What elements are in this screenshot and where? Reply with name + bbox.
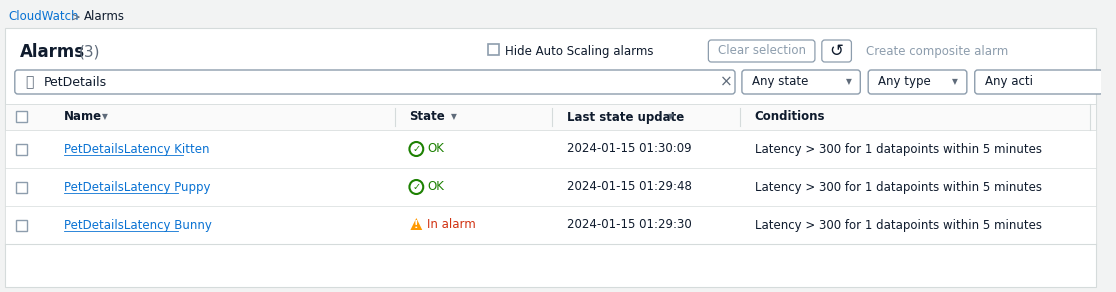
Text: CloudWatch: CloudWatch — [8, 11, 78, 23]
Text: PetDetailsLatency Bunny: PetDetailsLatency Bunny — [64, 218, 212, 232]
Text: !: ! — [414, 220, 418, 230]
Text: ▼: ▼ — [102, 112, 107, 121]
Text: ⌕: ⌕ — [26, 75, 33, 89]
Text: 2024-01-15 01:30:09: 2024-01-15 01:30:09 — [567, 142, 692, 156]
Text: 2024-01-15 01:29:30: 2024-01-15 01:29:30 — [567, 218, 692, 232]
Text: Hide Auto Scaling alarms: Hide Auto Scaling alarms — [506, 46, 654, 58]
Bar — [4, 206, 1096, 244]
Text: Latency > 300 for 1 datapoints within 5 minutes: Latency > 300 for 1 datapoints within 5 … — [754, 180, 1041, 194]
Text: Any type: Any type — [878, 76, 931, 88]
Text: Any state: Any state — [752, 76, 808, 88]
Text: ✓: ✓ — [412, 144, 421, 154]
Text: Alarms: Alarms — [84, 11, 125, 23]
Text: 2024-01-15 01:29:48: 2024-01-15 01:29:48 — [567, 180, 692, 194]
Bar — [16, 182, 27, 192]
Bar — [16, 111, 27, 122]
Bar — [4, 168, 1096, 206]
Text: Any acti: Any acti — [984, 76, 1032, 88]
Polygon shape — [411, 218, 422, 230]
FancyBboxPatch shape — [974, 70, 1103, 94]
Text: OK: OK — [427, 142, 444, 156]
Text: ✓: ✓ — [412, 182, 421, 192]
Text: ×: × — [720, 74, 732, 90]
Text: ↺: ↺ — [829, 42, 844, 60]
Bar — [16, 220, 27, 230]
Bar — [489, 44, 499, 55]
Text: ▼: ▼ — [451, 112, 456, 121]
Text: Latency > 300 for 1 datapoints within 5 minutes: Latency > 300 for 1 datapoints within 5 … — [754, 142, 1041, 156]
Text: PetDetailsLatency Kitten: PetDetailsLatency Kitten — [64, 142, 210, 156]
FancyBboxPatch shape — [742, 70, 860, 94]
Text: In alarm: In alarm — [427, 218, 475, 232]
Bar — [4, 104, 1096, 130]
Text: Alarms: Alarms — [20, 43, 85, 61]
Text: OK: OK — [427, 180, 444, 194]
Bar — [16, 143, 27, 154]
Text: Conditions: Conditions — [754, 110, 825, 124]
Text: Latency > 300 for 1 datapoints within 5 minutes: Latency > 300 for 1 datapoints within 5 … — [754, 218, 1041, 232]
Bar — [4, 28, 1096, 287]
Text: ▼: ▼ — [846, 77, 852, 86]
Text: (3): (3) — [79, 44, 100, 60]
Text: >: > — [71, 11, 80, 23]
FancyBboxPatch shape — [821, 40, 852, 62]
Text: ▼: ▼ — [952, 77, 958, 86]
Text: ▼: ▼ — [667, 112, 674, 121]
Text: State: State — [410, 110, 445, 124]
Text: Create composite alarm: Create composite alarm — [866, 46, 1009, 58]
Text: Clear selection: Clear selection — [718, 44, 806, 58]
Text: PetDetailsLatency Puppy: PetDetailsLatency Puppy — [64, 180, 211, 194]
FancyBboxPatch shape — [709, 40, 815, 62]
FancyBboxPatch shape — [868, 70, 966, 94]
Text: Last state update: Last state update — [567, 110, 684, 124]
FancyBboxPatch shape — [15, 70, 735, 94]
Text: PetDetails: PetDetails — [44, 76, 106, 88]
Text: Name: Name — [64, 110, 103, 124]
Bar — [4, 130, 1096, 168]
